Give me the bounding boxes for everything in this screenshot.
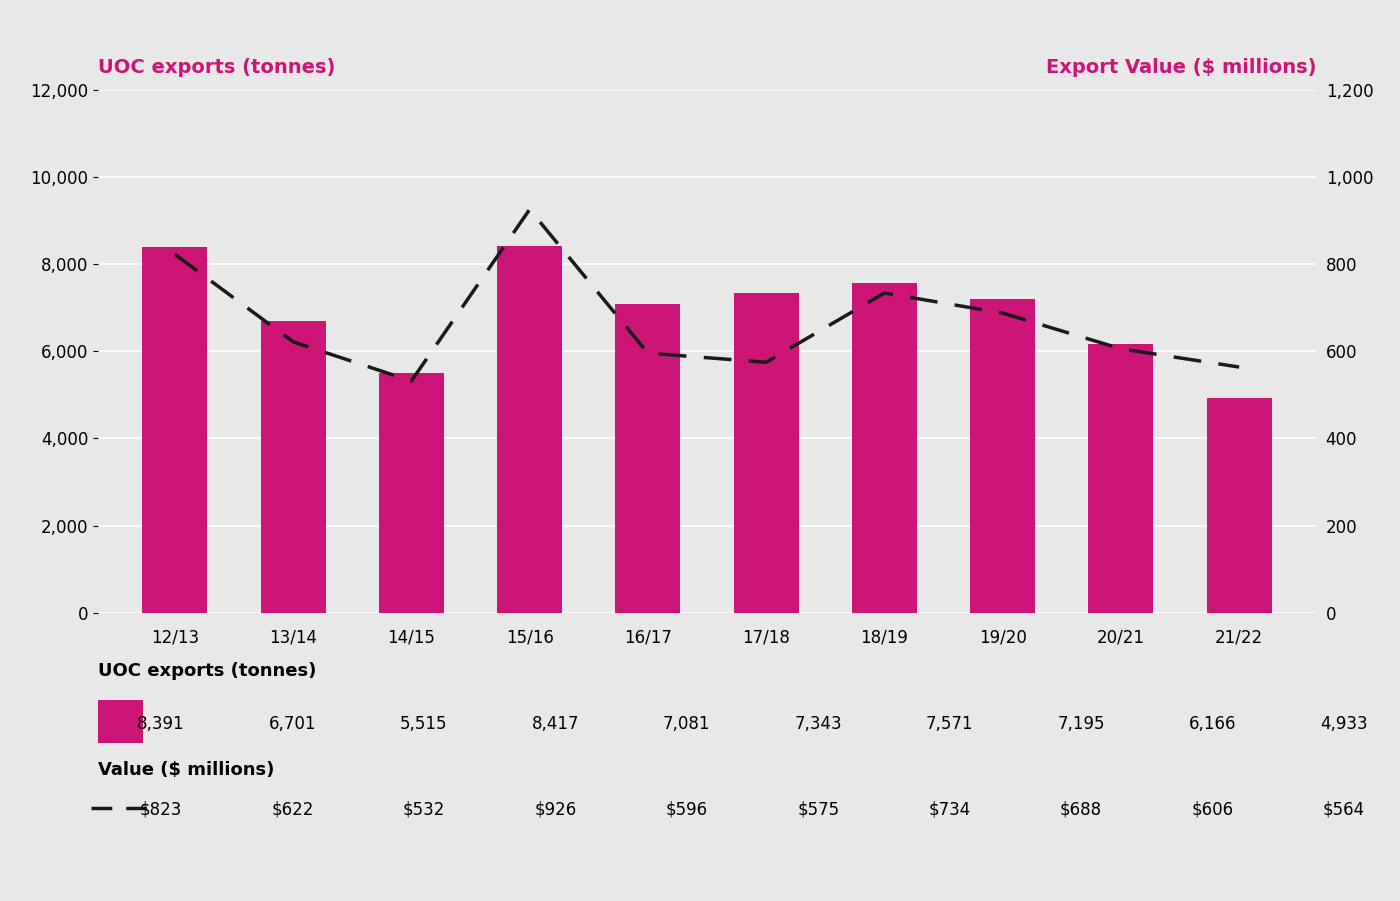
Bar (851, 283, 917, 613)
Text: 7,195: 7,195 (1057, 714, 1105, 733)
Text: 8,417: 8,417 (532, 714, 580, 733)
Text: Value ($ millions): Value ($ millions) (98, 761, 274, 779)
Bar (260, 321, 326, 613)
Text: $596: $596 (666, 800, 708, 818)
Bar (143, 247, 207, 613)
Bar (734, 293, 798, 613)
Text: $622: $622 (272, 800, 314, 818)
Text: $926: $926 (535, 800, 577, 818)
Bar (1207, 398, 1271, 613)
Text: $823: $823 (140, 800, 182, 818)
Text: $575: $575 (797, 800, 839, 818)
Text: 7,081: 7,081 (664, 714, 711, 733)
Text: $734: $734 (928, 800, 970, 818)
Bar (1088, 344, 1154, 613)
Bar (970, 299, 1035, 613)
Text: UOC exports (tonnes): UOC exports (tonnes) (98, 58, 336, 77)
Text: Export Value ($ millions): Export Value ($ millions) (1046, 58, 1316, 77)
Text: $564: $564 (1323, 800, 1365, 818)
Text: UOC exports (tonnes): UOC exports (tonnes) (98, 662, 316, 680)
Bar (616, 305, 680, 613)
Text: 7,343: 7,343 (794, 714, 841, 733)
Text: 8,391: 8,391 (137, 714, 185, 733)
Text: $688: $688 (1060, 800, 1102, 818)
Bar (497, 246, 563, 613)
Text: 5,515: 5,515 (400, 714, 448, 733)
Text: 6,166: 6,166 (1189, 714, 1236, 733)
Text: $532: $532 (403, 800, 445, 818)
Text: 6,701: 6,701 (269, 714, 316, 733)
Text: 7,571: 7,571 (925, 714, 973, 733)
Text: 4,933: 4,933 (1320, 714, 1368, 733)
Bar (379, 372, 444, 613)
Text: $606: $606 (1191, 800, 1233, 818)
